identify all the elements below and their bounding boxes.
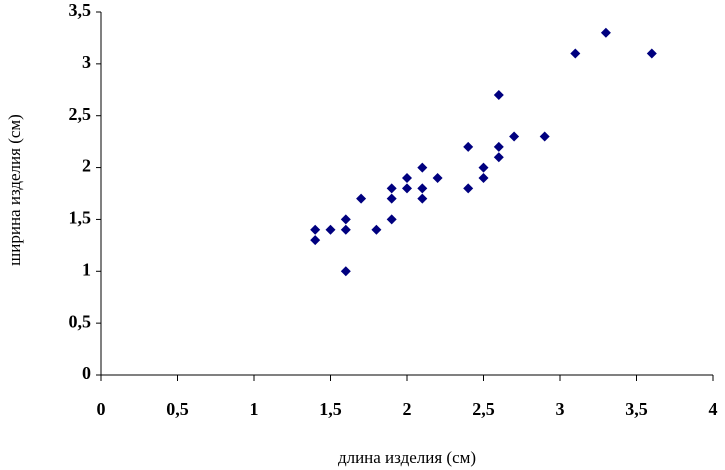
x-tick-label: 4 xyxy=(709,399,718,419)
point xyxy=(417,193,428,204)
point xyxy=(493,152,504,163)
point xyxy=(570,48,581,59)
point xyxy=(356,193,367,204)
point xyxy=(371,224,382,235)
point xyxy=(386,193,397,204)
point xyxy=(310,224,321,235)
point xyxy=(478,172,489,183)
point xyxy=(600,27,611,38)
x-tick-label: 3,5 xyxy=(625,399,648,419)
point xyxy=(386,183,397,194)
point xyxy=(340,266,351,277)
point xyxy=(432,172,443,183)
point xyxy=(493,141,504,152)
point xyxy=(325,224,336,235)
x-tick-label: 0,5 xyxy=(166,399,189,419)
point xyxy=(386,214,397,225)
x-tick-label: 2 xyxy=(403,399,412,419)
y-tick-label: 2,5 xyxy=(69,104,92,124)
y-tick-label: 1,5 xyxy=(69,208,92,228)
point xyxy=(463,141,474,152)
x-axis-label: длина изделия (см) xyxy=(338,448,476,467)
x-tick-label: 0 xyxy=(97,399,106,419)
point xyxy=(478,162,489,173)
x-tick-label: 1,5 xyxy=(319,399,342,419)
point xyxy=(402,183,412,194)
x-tick-label: 3 xyxy=(556,399,565,419)
point xyxy=(402,172,412,183)
point xyxy=(539,131,550,142)
point xyxy=(310,235,321,246)
y-axis-label: ширина изделия (см) xyxy=(5,114,24,266)
point xyxy=(493,89,504,100)
point xyxy=(463,183,474,194)
y-tick-label: 1 xyxy=(82,259,91,279)
y-tick-label: 0,5 xyxy=(69,311,92,331)
x-tick-label: 1 xyxy=(250,399,259,419)
point xyxy=(646,48,657,59)
y-tick-label: 2 xyxy=(82,156,91,176)
x-tick-label: 2,5 xyxy=(472,399,495,419)
point xyxy=(509,131,520,142)
point xyxy=(417,183,428,194)
y-tick-label: 0 xyxy=(82,363,91,383)
y-tick-label: 3,5 xyxy=(69,0,92,20)
y-tick-label: 3 xyxy=(82,52,91,72)
point xyxy=(340,214,351,225)
point xyxy=(417,162,428,173)
point xyxy=(340,224,351,235)
